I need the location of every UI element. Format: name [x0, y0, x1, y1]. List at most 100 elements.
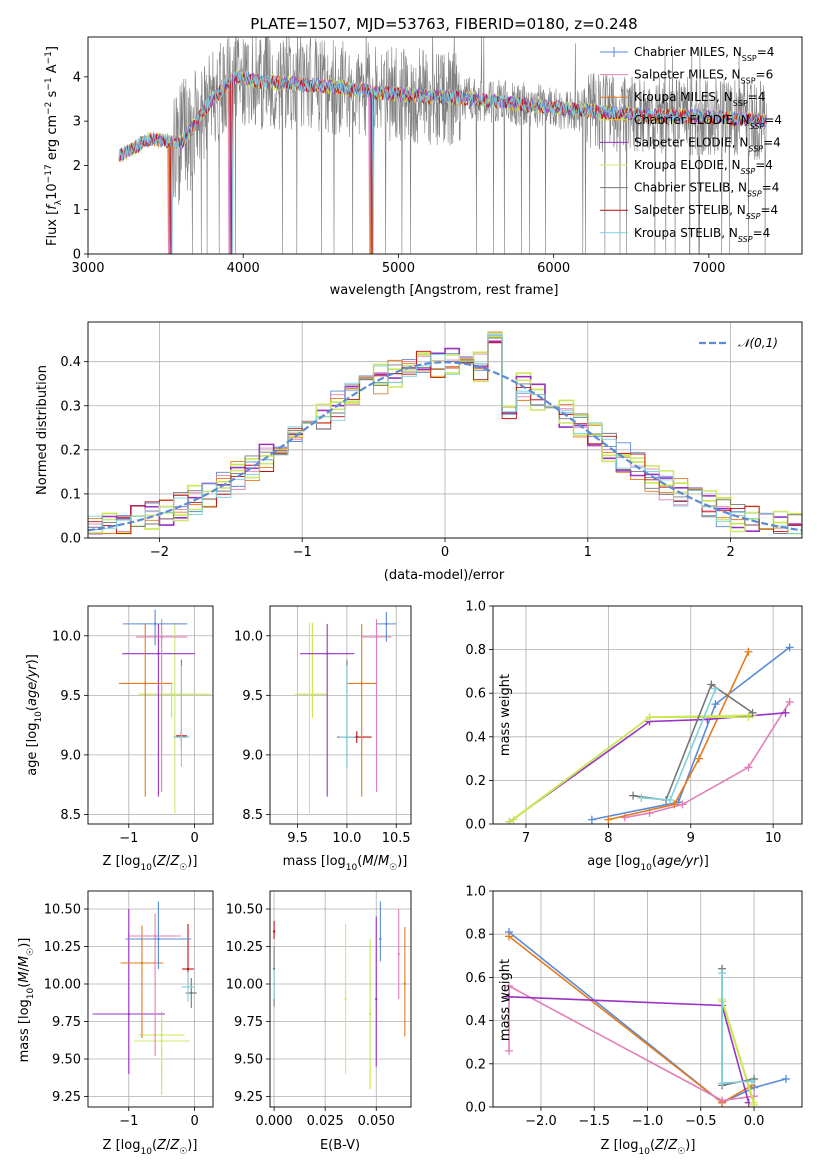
y-tick-label: 10.0	[52, 629, 81, 644]
x-tick-label: 3000	[71, 261, 104, 276]
y-tick-label: 9.75	[52, 1015, 81, 1030]
series-marker-chabrier_stelib	[748, 708, 757, 717]
y-tick-label: 0.3	[60, 399, 81, 414]
data-point-salpeter_miles	[397, 952, 400, 956]
plot-area	[504, 928, 791, 1107]
data-point-salpeter_elodie	[325, 652, 329, 655]
legend-label: Kroupa MILES, NSSP=4	[634, 90, 765, 108]
x-axis-label: Z [log10(Z/Z☉)]	[103, 1138, 198, 1157]
data-point-kroupa_stelib	[272, 982, 276, 986]
weight-vs-metallicity-panel: −2.0 −1.5 −1.0 −0.5 0.0 0.0 0.2 0.4 0.6 0.8 1.0 Z […	[465, 885, 803, 1157]
series-marker-kroupa_stelib	[718, 969, 727, 978]
data-point-kroupa_miles	[140, 961, 144, 965]
x-axis-label: wavelength [Angstrom, rest frame]	[330, 283, 559, 298]
legend-label: Salpeter STELIB, NSSP=4	[634, 203, 778, 221]
legend-label: Salpeter MILES, NSSP=6	[634, 68, 773, 86]
x-tick-label: −2.0	[525, 1114, 557, 1129]
y-tick-label: 10.25	[226, 940, 263, 955]
legend-label: Kroupa ELODIE, NSSP=4	[634, 158, 773, 176]
series-marker-salpeter_elodie	[781, 708, 790, 717]
data-point-salpeter_stelib	[272, 930, 276, 933]
series-marker-chabrier_miles	[587, 815, 596, 824]
axes-frame	[269, 605, 412, 825]
series-marker-salpeter_miles	[678, 800, 687, 809]
data-point-salpeter_elodie	[127, 1012, 130, 1016]
y-axis-label: Normed distribution	[35, 365, 50, 495]
legend-label: Salpeter ELODIE, NSSP=4	[634, 135, 781, 153]
plot-area	[505, 643, 794, 824]
y-tick-label: 0.6	[465, 687, 486, 702]
y-axis-label: Flux [fλ10−17 erg cm−2 s−1 A−1]	[44, 46, 64, 246]
weight-vs-age-panel: 7 8 9 10 0.0 0.2 0.4 0.6 0.8 1.0 age [log10(age/yr…	[465, 600, 803, 873]
data-point-kroupa_miles	[360, 682, 363, 685]
y-tick-label: 1	[73, 203, 81, 218]
series-marker-salpeter_miles	[718, 1096, 727, 1105]
data-point-kroupa_elodie	[160, 1039, 163, 1043]
legend-label: Chabrier MILES, NSSP=4	[634, 45, 774, 63]
series-marker-chabrier_stelib	[629, 791, 638, 800]
x-tick-label: −1	[119, 1114, 138, 1129]
y-tick-label: 9.0	[242, 748, 263, 763]
series-marker-kroupa_stelib	[637, 793, 646, 802]
data-point-salpeter_miles	[160, 635, 163, 639]
data-point-salpeter_elodie	[157, 652, 160, 655]
data-point-kroupa_stelib	[180, 735, 183, 739]
figure-title: PLATE=1507, MJD=53763, FIBERID=0180, z=0…	[250, 15, 637, 33]
y-tick-label: 10.0	[234, 629, 263, 644]
series-marker-kroupa_miles	[695, 754, 703, 763]
y-tick-label: 9.25	[234, 1090, 263, 1105]
y-tick-label: 10.25	[44, 940, 81, 955]
axes-frame	[87, 890, 214, 1108]
y-tick-label: 0.2	[465, 1057, 486, 1072]
age-vs-metallicity-panel: −1 0 8.5 9.0 9.5 10.0 Z [log10(Z/Z☉)] age [log1…	[25, 605, 214, 873]
y-tick-label: 0.4	[60, 355, 81, 370]
y-tick-label: 1.0	[465, 885, 486, 900]
data-point-kroupa_stelib	[186, 985, 190, 989]
x-tick-label: 10	[765, 831, 782, 846]
series-line-kroupa_stelib	[721, 973, 752, 1085]
series-marker-kroupa_miles	[604, 815, 613, 824]
plot-area	[272, 901, 407, 1089]
axes-frame	[87, 36, 803, 255]
series-marker-salpeter_miles	[744, 763, 753, 772]
x-tick-label: 0.025	[307, 1114, 344, 1129]
y-tick-label: 0.6	[465, 971, 486, 986]
y-axis-label: mass [log10(M/M☉)]	[17, 938, 36, 1063]
x-tick-label: 7	[522, 831, 530, 846]
axes-frame	[87, 605, 214, 825]
y-tick-label: 10.50	[44, 903, 81, 918]
y-tick-label: 0.0	[60, 532, 81, 547]
y-tick-label: 9.50	[52, 1053, 81, 1068]
data-point-kroupa_stelib	[345, 735, 349, 739]
y-tick-label: 9.50	[234, 1053, 263, 1068]
x-axis-label: age [log10(age/yr)]	[587, 854, 709, 873]
y-axis-label: mass weight	[498, 959, 513, 1041]
data-point-kroupa_miles	[403, 982, 407, 986]
spectrum-panel: 3000 4000 5000 6000 7000 0 1 2 3 4 Chabrier MILES,…	[44, 36, 803, 298]
normal-reference-curve	[88, 360, 802, 532]
series-marker-chabrier_elodie	[744, 713, 753, 722]
y-tick-label: 9.75	[234, 1015, 263, 1030]
y-tick-label: 9.0	[60, 748, 81, 763]
x-axis-label: Z [log10(Z/Z☉)]	[601, 1138, 696, 1157]
data-point-chabrier_elodie	[368, 1012, 372, 1016]
y-tick-label: 9.5	[242, 689, 263, 704]
series-marker-chabrier_miles	[785, 643, 794, 652]
series-line-kroupa_stelib	[641, 688, 717, 801]
y-tick-label: 9.5	[60, 689, 81, 704]
data-point-chabrier_stelib	[190, 991, 193, 995]
x-tick-label: 0	[190, 1114, 198, 1129]
x-tick-label: 10.5	[382, 831, 411, 846]
y-tick-label: 8.5	[60, 808, 81, 823]
y-tick-label: 0.1	[60, 487, 81, 502]
y-tick-label: 0.0	[465, 1101, 486, 1116]
series-line-kroupa_elodie	[513, 714, 753, 821]
y-tick-label: 0.0	[465, 818, 486, 833]
x-tick-label: 6000	[537, 261, 570, 276]
plot-area	[118, 609, 212, 814]
x-tick-label: −1.0	[632, 1114, 664, 1129]
y-tick-label: 10.00	[226, 978, 263, 993]
y-tick-label: 4	[73, 70, 81, 85]
y-tick-label: 0.4	[465, 1014, 486, 1029]
